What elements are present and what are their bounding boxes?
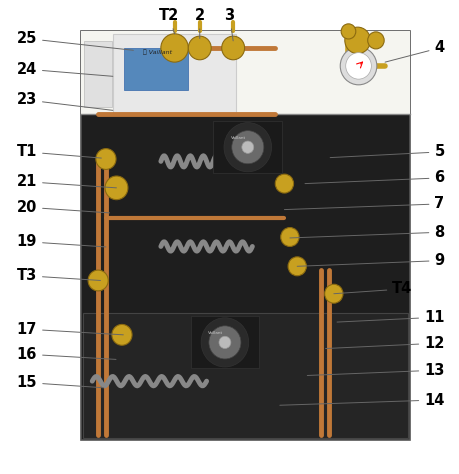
Circle shape	[105, 176, 128, 200]
Circle shape	[219, 336, 231, 348]
Text: 13: 13	[307, 363, 445, 378]
Text: 20: 20	[17, 200, 110, 215]
Circle shape	[232, 131, 264, 164]
Text: 7: 7	[285, 196, 445, 211]
Bar	[190, 317, 259, 368]
Text: 12: 12	[325, 336, 445, 351]
Circle shape	[368, 32, 384, 49]
Text: T2: T2	[159, 9, 179, 34]
Circle shape	[340, 47, 377, 85]
Text: T1: T1	[17, 145, 101, 159]
Text: 15: 15	[17, 375, 104, 390]
Text: 5: 5	[330, 145, 445, 159]
Circle shape	[222, 36, 245, 60]
Text: Vaillant: Vaillant	[208, 331, 224, 335]
Circle shape	[96, 149, 116, 169]
Text: 23: 23	[17, 92, 113, 110]
Circle shape	[288, 257, 306, 276]
Text: ⓥ Vaillant: ⓥ Vaillant	[143, 50, 172, 55]
Circle shape	[188, 36, 211, 60]
Text: 14: 14	[280, 392, 445, 408]
Circle shape	[275, 174, 294, 193]
Circle shape	[161, 34, 188, 62]
Text: Vaillant: Vaillant	[231, 136, 246, 140]
Circle shape	[346, 53, 371, 79]
Text: 4: 4	[385, 40, 445, 62]
Bar	[83, 313, 408, 438]
Text: 8: 8	[290, 225, 445, 240]
Bar	[81, 31, 410, 440]
Text: 9: 9	[297, 253, 445, 268]
Circle shape	[242, 141, 254, 154]
Text: 25: 25	[17, 31, 134, 50]
Text: 16: 16	[17, 346, 116, 362]
Text: 2: 2	[195, 9, 205, 38]
Circle shape	[325, 284, 343, 303]
Text: 17: 17	[17, 322, 123, 337]
Circle shape	[201, 318, 249, 367]
Circle shape	[88, 270, 108, 291]
Text: 21: 21	[17, 174, 117, 189]
Text: 3: 3	[224, 9, 235, 41]
Text: 11: 11	[337, 310, 445, 325]
Text: 19: 19	[17, 234, 106, 249]
Bar	[113, 34, 236, 114]
Circle shape	[224, 123, 272, 172]
Text: 6: 6	[305, 171, 445, 185]
Circle shape	[341, 24, 356, 39]
Bar	[124, 48, 188, 91]
Bar	[81, 31, 410, 114]
Text: T4: T4	[334, 282, 413, 297]
Text: 24: 24	[17, 62, 113, 77]
Circle shape	[281, 228, 299, 246]
Text: T3: T3	[17, 268, 101, 283]
Circle shape	[112, 324, 132, 345]
Circle shape	[345, 27, 370, 54]
Circle shape	[209, 326, 241, 359]
Bar	[213, 121, 282, 173]
Bar	[84, 41, 112, 107]
